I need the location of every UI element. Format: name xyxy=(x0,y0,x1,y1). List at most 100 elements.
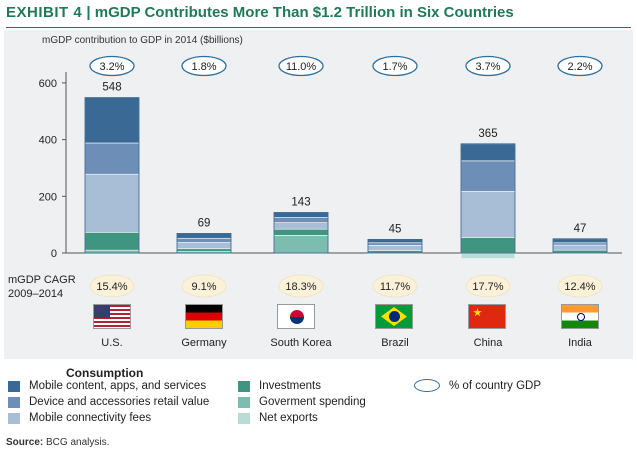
legend-label: % of country GDP xyxy=(449,379,542,392)
cagr-label: 17.7% xyxy=(472,281,503,293)
bar-segment xyxy=(552,249,608,254)
legend-label: Mobile connectivity fees xyxy=(29,412,152,424)
gdp-share-ellipse xyxy=(372,55,418,77)
bar-segment xyxy=(176,233,232,239)
bar-segment xyxy=(552,238,608,244)
legend-title: Consumption xyxy=(66,366,144,380)
gdp-share-ellipse xyxy=(465,55,511,77)
gdp-share-ellipse xyxy=(278,55,324,77)
legend-item-gdp-share: % of country GDP xyxy=(414,379,541,392)
bar-segment xyxy=(273,235,329,254)
bar-segment xyxy=(84,97,140,144)
cagr-pill xyxy=(372,274,418,298)
y-tick-label: 600 xyxy=(39,78,57,90)
source-text: BCG analysis. xyxy=(46,437,110,448)
legend-item-connectivity: Mobile connectivity fees xyxy=(8,412,151,424)
gdp-share-label: 3.7% xyxy=(475,61,500,73)
bar-segment xyxy=(273,228,329,236)
star-icon xyxy=(473,308,482,317)
germany-flag-icon xyxy=(185,304,223,329)
legend-swatch xyxy=(238,396,250,408)
exhibit-title: EXHIBIT 4 | mGDP Contributes More Than $… xyxy=(6,4,514,21)
source-note: Source: BCG analysis. xyxy=(6,437,109,448)
legend-item-government: Goverment spending xyxy=(238,396,366,408)
y-tick-label: 200 xyxy=(39,191,57,203)
legend-swatch xyxy=(238,412,250,424)
cagr-label: 9.1% xyxy=(191,281,216,293)
bar-outline xyxy=(84,97,140,254)
taegeuk-icon xyxy=(290,310,304,324)
bar-segment xyxy=(460,191,516,238)
bar-segment xyxy=(176,248,232,252)
brazil-flag-icon xyxy=(375,304,413,329)
bar-segment xyxy=(367,239,423,244)
legend-item-investments: Investments xyxy=(238,380,321,392)
cagr-pill xyxy=(89,274,135,298)
bar-segment xyxy=(273,212,329,218)
chakra-icon xyxy=(577,313,585,321)
y-axis-label: mGDP contribution to GDP in 2014 ($billi… xyxy=(42,35,243,46)
us-flag-icon xyxy=(93,304,131,329)
legend-label: Net exports xyxy=(259,412,318,424)
bar-segment xyxy=(84,249,140,254)
bar-total-label: 47 xyxy=(574,223,587,235)
bar-segment xyxy=(273,222,329,230)
legend-label: Mobile content, apps, and services xyxy=(29,380,207,392)
legend-item-device: Device and accessories retail value xyxy=(8,396,209,408)
legend-swatch xyxy=(8,396,20,408)
ellipse-icon xyxy=(414,379,440,392)
gdp-share-ellipse xyxy=(181,55,227,77)
title-rule xyxy=(6,27,631,28)
cagr-pill xyxy=(181,274,227,298)
legend-label: Device and accessories retail value xyxy=(29,396,210,408)
country-label: South Korea xyxy=(270,337,332,349)
gdp-share-ellipse xyxy=(557,55,603,77)
country-label: Germany xyxy=(181,337,227,349)
bar-outline xyxy=(460,143,516,254)
gdp-share-label: 3.2% xyxy=(99,61,124,73)
legend-label: Goverment spending xyxy=(259,396,366,408)
cagr-label: 18.3% xyxy=(285,281,316,293)
legend-swatch xyxy=(238,380,250,392)
china-flag-icon xyxy=(468,304,506,329)
bar-segment xyxy=(84,142,140,175)
globe-icon xyxy=(389,311,400,322)
bar-segment xyxy=(367,242,423,246)
india-flag-icon xyxy=(561,304,599,329)
gdp-share-label: 2.2% xyxy=(567,61,592,73)
bar-total-label: 365 xyxy=(478,128,497,140)
bar-outline xyxy=(367,238,423,254)
bar-total-label: 45 xyxy=(389,223,402,235)
cagr-pill xyxy=(465,274,511,298)
gdp-share-label: 11.0% xyxy=(286,61,317,73)
country-label: Brazil xyxy=(381,337,409,349)
country-label: India xyxy=(568,337,593,349)
cagr-pill xyxy=(557,274,603,298)
bar-segment xyxy=(176,242,232,250)
bar-total-label: 69 xyxy=(198,217,211,229)
south-korea-flag-icon xyxy=(277,304,315,329)
title-text: mGDP Contributes More Than $1.2 Trillion… xyxy=(94,4,514,21)
cagr-label: 12.4% xyxy=(564,281,595,293)
country-label: China xyxy=(474,337,504,349)
cagr-row-label-line2: 2009–2014 xyxy=(8,288,63,300)
bar-segment xyxy=(460,237,516,254)
legend-item-mobile-content: Mobile content, apps, and services xyxy=(8,380,206,392)
bar-segment xyxy=(176,237,232,243)
bar-segment xyxy=(84,232,140,251)
bar-segment xyxy=(273,217,329,223)
cagr-row-label-line1: mGDP CAGR xyxy=(8,274,76,286)
bar-total-label: 548 xyxy=(102,82,121,94)
cagr-label: 15.4% xyxy=(96,281,127,293)
bar-segment xyxy=(84,173,140,233)
cagr-label: 11.7% xyxy=(380,281,411,293)
exhibit-number: EXHIBIT 4 xyxy=(6,4,83,21)
bar-segment xyxy=(552,244,608,251)
legend-swatch xyxy=(8,412,20,424)
legend-label: Investments xyxy=(259,380,321,392)
y-tick-label: 0 xyxy=(51,248,57,260)
bar-segment xyxy=(367,245,423,251)
legend-swatch xyxy=(8,380,20,392)
bar-outline xyxy=(552,238,608,254)
